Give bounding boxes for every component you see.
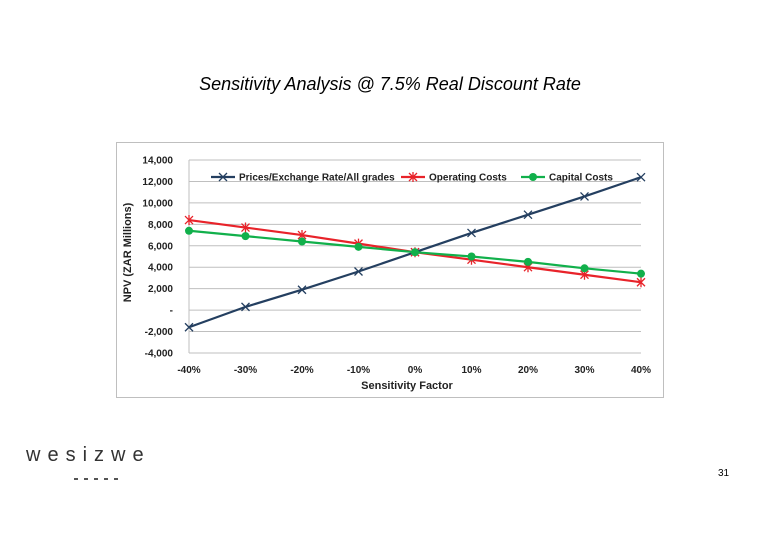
x-tick-label: -30% (234, 365, 257, 376)
y-tick-label: 10,000 (142, 198, 173, 209)
wesizwe-logo: wesizwe (26, 444, 144, 480)
capital-costs-series-point (185, 226, 193, 235)
operating-costs-series-point (636, 277, 646, 288)
logo-text: wesizwe (26, 444, 151, 466)
prices-series-point (580, 191, 589, 201)
prices-series-point (354, 267, 363, 276)
x-axis-title: Sensitivity Factor (361, 380, 453, 392)
prices-series-point (523, 210, 533, 220)
x-tick-label: 0% (408, 365, 423, 376)
x-tick-label: 10% (461, 365, 481, 376)
operating-costs-series-point (184, 215, 194, 226)
legend-label-capital-costs: Capital Costs (549, 173, 613, 184)
legend-marker-operating-costs (408, 172, 418, 182)
prices-series-point (297, 285, 307, 295)
legend-marker-prices (218, 172, 228, 182)
legend-label-prices: Prices/Exchange Rate/All grades (239, 173, 395, 184)
capital-costs-series-point (637, 269, 645, 278)
legend-label-operating-costs: Operating Costs (429, 173, 507, 184)
prices-series-point (241, 302, 250, 312)
y-tick-label: -2,000 (145, 327, 174, 338)
sensitivity-chart: 14,000 12,000 10,000 8,000 6,000 4,000 2,000 - -… (122, 156, 651, 393)
y-tick-label: 14,000 (142, 156, 173, 167)
y-axis-title: NPV (ZAR Millions) (122, 202, 134, 302)
capital-costs-series-point (467, 252, 476, 261)
slide-title: Sensitivity Analysis @ 7.5% Real Discoun… (199, 74, 581, 94)
x-tick-label: -40% (177, 365, 200, 376)
y-tick-label: 2,000 (148, 284, 173, 295)
y-tick-label: 4,000 (148, 263, 173, 274)
prices-series-point (636, 172, 646, 182)
y-tick-label: -4,000 (145, 349, 174, 360)
prices-series-point (467, 228, 476, 238)
x-tick-label: 40% (631, 365, 651, 376)
x-tick-label: -10% (347, 365, 370, 376)
capital-costs-series-point (411, 248, 419, 257)
capital-costs-series-point (354, 242, 363, 251)
prices-series-point (184, 322, 194, 332)
operating-costs-series-point (241, 222, 250, 233)
x-tick-label: 30% (574, 365, 594, 376)
capital-costs-series-point (241, 232, 250, 241)
x-tick-label: -20% (290, 365, 313, 376)
x-tick-label: 20% (518, 365, 538, 376)
y-tick-label: - (170, 306, 173, 317)
page-number: 31 (718, 468, 730, 479)
y-tick-label: 6,000 (148, 241, 173, 252)
capital-costs-series-point (524, 257, 532, 266)
y-tick-label: 8,000 (148, 220, 173, 231)
capital-costs-series-point (298, 237, 306, 246)
capital-costs-series-point (580, 264, 589, 273)
logo-dots (74, 467, 124, 485)
y-tick-label: 12,000 (142, 177, 173, 188)
chart-frame: 14,000 12,000 10,000 8,000 6,000 4,000 2,000 - -… (116, 142, 664, 398)
legend-marker-capital-costs (529, 173, 537, 181)
